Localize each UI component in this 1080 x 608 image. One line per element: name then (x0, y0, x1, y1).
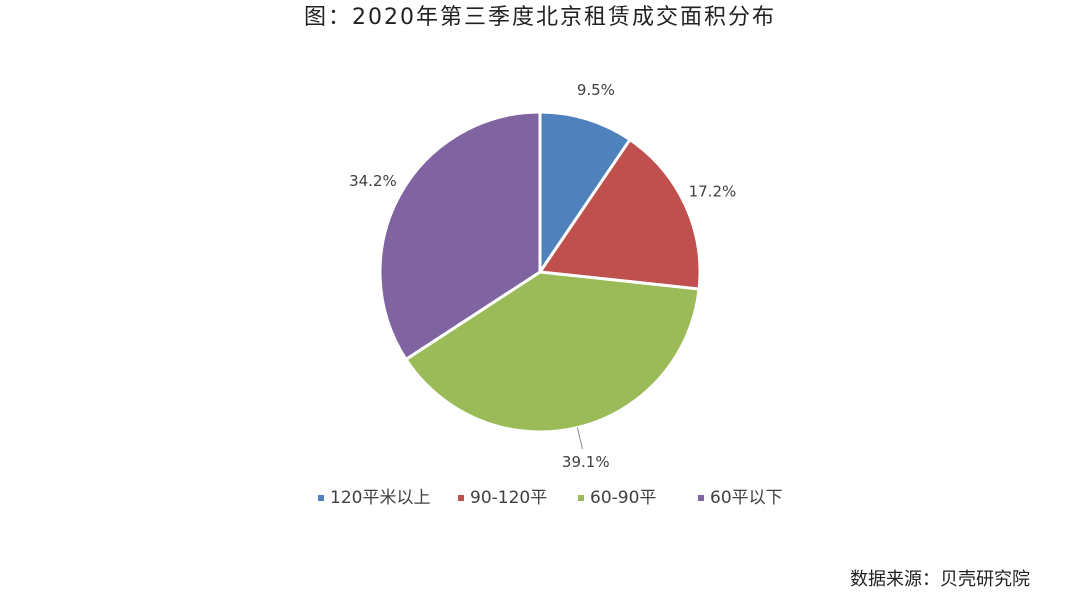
leader-line (576, 427, 583, 450)
legend-label: 120平米以上 (330, 488, 430, 508)
legend-swatch (698, 495, 704, 501)
legend-label: 60平以下 (710, 488, 783, 508)
legend-swatch (578, 495, 584, 501)
pie-slice (538, 110, 633, 277)
legend-swatch (318, 495, 324, 501)
pie-slice (378, 110, 542, 362)
pie-slice (537, 137, 702, 291)
data-label: 39.1% (562, 453, 610, 471)
legend-swatch (458, 495, 464, 501)
chart-title: 图：2020年第三季度北京租赁成交面积分布 (304, 5, 776, 30)
legend-label: 90-120平 (470, 488, 547, 508)
source-note: 数据来源：贝壳研究院 (850, 569, 1030, 590)
data-label: 34.2% (349, 172, 397, 190)
data-label: 17.2% (689, 183, 737, 201)
legend-label: 60-90平 (590, 488, 656, 508)
data-label: 9.5% (577, 81, 615, 99)
